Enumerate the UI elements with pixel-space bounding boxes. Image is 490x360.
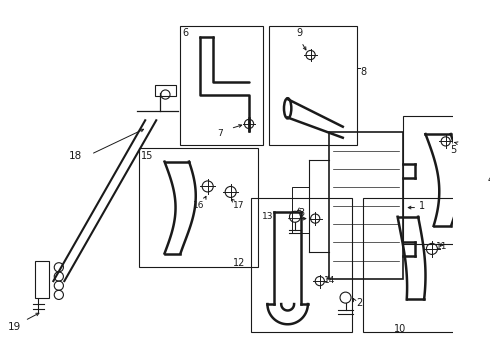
Text: 12: 12 bbox=[233, 258, 245, 268]
Bar bbox=[292, 187, 309, 233]
Bar bbox=[251, 198, 352, 332]
Text: 8: 8 bbox=[360, 67, 367, 77]
Text: 10: 10 bbox=[393, 324, 406, 334]
Text: 3: 3 bbox=[299, 208, 305, 217]
Bar bbox=[270, 26, 357, 145]
Bar bbox=[402, 116, 485, 244]
Bar bbox=[35, 261, 49, 298]
Text: 4: 4 bbox=[488, 175, 490, 185]
Bar bbox=[139, 148, 258, 267]
Text: 1: 1 bbox=[419, 201, 425, 211]
Bar bbox=[329, 132, 402, 279]
Bar bbox=[363, 198, 460, 332]
Text: 15: 15 bbox=[141, 150, 153, 161]
Text: 13: 13 bbox=[262, 212, 273, 221]
Text: 9: 9 bbox=[297, 28, 303, 39]
Text: 11: 11 bbox=[436, 242, 447, 251]
Text: 19: 19 bbox=[7, 323, 21, 332]
Text: 17: 17 bbox=[233, 201, 244, 210]
Text: 2: 2 bbox=[357, 298, 363, 308]
Text: 16: 16 bbox=[193, 201, 204, 210]
Text: 7: 7 bbox=[217, 129, 222, 138]
Text: 18: 18 bbox=[69, 150, 82, 161]
Text: 6: 6 bbox=[182, 28, 188, 39]
Text: 5: 5 bbox=[450, 145, 457, 155]
Bar bbox=[155, 85, 175, 96]
Text: 14: 14 bbox=[323, 275, 335, 284]
Bar bbox=[180, 26, 263, 145]
